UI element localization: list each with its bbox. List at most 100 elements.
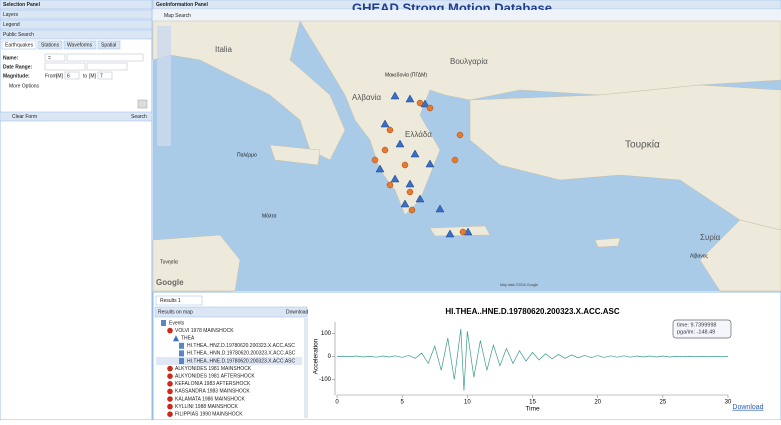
tab-label[interactable]: Spatial [101, 42, 116, 48]
tab-label[interactable]: Results 1 [160, 298, 181, 304]
panel-header [152, 0, 781, 10]
map-label: Μακεδονία (ΠΓΔΜ) [385, 72, 427, 78]
tooltip-text: pga/im: -148.49 [677, 329, 715, 335]
event-icon [167, 411, 173, 418]
label: to [83, 73, 87, 79]
map-label: Ελλάδα [405, 130, 432, 139]
map-label: Αλβανία [352, 93, 381, 102]
form-toolbar [0, 111, 153, 122]
map-label: Λίβανος [690, 253, 708, 259]
map-label: Παλέρμο [237, 151, 257, 158]
file-icon [161, 320, 166, 326]
event-icon [167, 365, 173, 372]
tree-label[interactable]: VOLVI 1978 MAINSHOCK [175, 328, 234, 334]
tooltip-text: time: 9.7399998 [677, 322, 716, 328]
field-label: Date Range: [3, 64, 33, 70]
more-options[interactable]: More Options [9, 83, 40, 89]
map-label: Τουρκία [625, 139, 660, 151]
map-label: Τυνησία [160, 259, 178, 265]
tree-label[interactable]: KALAMATA 1986 MAINSHOCK [175, 396, 246, 402]
icon-button[interactable] [137, 99, 148, 109]
tree-label[interactable]: HI.THEA..HNE.D.19780620.200323.X.ACC.ASC [187, 358, 295, 364]
event-icon [167, 373, 173, 380]
y-tick-label: -100 [319, 377, 332, 383]
station-markers [375, 91, 473, 238]
section-title[interactable]: Legend [3, 22, 20, 28]
google-logo: Google [156, 278, 184, 287]
map-attribution: Map data ©2016 Google [500, 283, 538, 287]
x-tick-label: 0 [335, 400, 339, 406]
scrollbar[interactable] [304, 318, 308, 418]
station-icon [173, 335, 179, 342]
y-tick-label: 100 [321, 331, 332, 337]
x-tick-label: 15 [529, 400, 536, 406]
event-icon [167, 403, 173, 410]
tree-label[interactable]: THEA [181, 336, 195, 342]
download-link[interactable]: Download [732, 404, 763, 411]
panel-header [0, 0, 153, 10]
event-markers [371, 99, 467, 236]
input-value[interactable]: 7 [100, 73, 103, 79]
map-label: Μάλτα [262, 212, 276, 219]
map-search-button[interactable]: Map Search [164, 13, 191, 19]
field-label: Name: [3, 55, 19, 61]
file-icon [179, 350, 184, 357]
tree-label[interactable]: KEFALONIA 1983 AFTERSHOCK [175, 381, 251, 387]
clear-form[interactable]: Clear Form [12, 114, 37, 120]
tree-label[interactable]: HI.THEA..HNZ.D.19780620.200323.X.ACC.ASC [187, 343, 295, 349]
number-input[interactable] [64, 71, 80, 80]
tab-label[interactable]: Waveforms [67, 42, 93, 48]
section-header[interactable] [0, 29, 153, 40]
tree-label[interactable]: Events [169, 320, 185, 326]
tree-selected [156, 357, 302, 365]
tooltip [672, 319, 732, 339]
date-input[interactable] [44, 62, 86, 71]
section-title[interactable]: Layers [3, 12, 19, 18]
x-tick-label: 30 [725, 400, 732, 406]
toolbar [153, 10, 781, 21]
tab-label[interactable]: Earthquakes [5, 42, 34, 48]
file-icon [179, 358, 184, 364]
results-on-map[interactable]: Results on map [158, 309, 193, 315]
tab[interactable] [97, 40, 121, 50]
map-label: Italia [215, 45, 232, 54]
select[interactable] [44, 53, 66, 62]
event-icon [167, 381, 173, 387]
tree-label[interactable]: ALKYONIDES 1981 MAINSHOCK [175, 366, 252, 372]
search-button[interactable]: Search [131, 114, 147, 120]
section-title[interactable]: Public Search [3, 32, 34, 38]
tab[interactable] [155, 295, 203, 306]
tab-label[interactable]: Stations [41, 42, 60, 48]
x-tick-label: 10 [464, 400, 471, 406]
section-header[interactable] [0, 9, 153, 20]
y-tick-label: 0 [328, 354, 332, 360]
text-input[interactable] [66, 53, 144, 62]
tab[interactable] [1, 40, 37, 50]
zoom-control[interactable] [157, 26, 171, 146]
tree-label[interactable]: FILIPPIAS 1990 MAINSHOCK [175, 412, 243, 418]
tree-label[interactable]: KASSANDRA 1983 MAINSHOCK [175, 389, 250, 395]
section-header[interactable] [0, 19, 153, 30]
chart-title: HI.THEA..HNE.D.19780620.200323.X.ACC.ASC [445, 307, 620, 316]
x-axis-label: Time [525, 406, 540, 413]
waveform-line [336, 328, 729, 391]
x-tick-label: 5 [400, 400, 404, 406]
tree-label[interactable]: ALKYONIDES 1981 AFTERSHOCK [175, 374, 255, 380]
x-tick-label: 20 [594, 400, 601, 406]
tree-label[interactable]: KYLLINI 1988 MAINSHOCK [175, 404, 238, 410]
file-icon [179, 342, 184, 349]
tab[interactable] [63, 40, 97, 50]
field-label: Magnitude: [3, 73, 30, 79]
download-button[interactable]: Download [286, 309, 308, 315]
select-value[interactable]: = [48, 55, 51, 61]
label: [M] [89, 73, 97, 79]
y-axis-label: Acceleration [313, 338, 320, 374]
event-icon [167, 388, 173, 395]
date-input[interactable] [86, 62, 128, 71]
tab[interactable] [37, 40, 63, 50]
tree-label[interactable]: HI.THEA..HNN.D.19780620.200323.X.ACC.ASC [187, 351, 296, 357]
number-input[interactable] [97, 71, 113, 80]
input-value[interactable]: 6 [67, 73, 70, 79]
